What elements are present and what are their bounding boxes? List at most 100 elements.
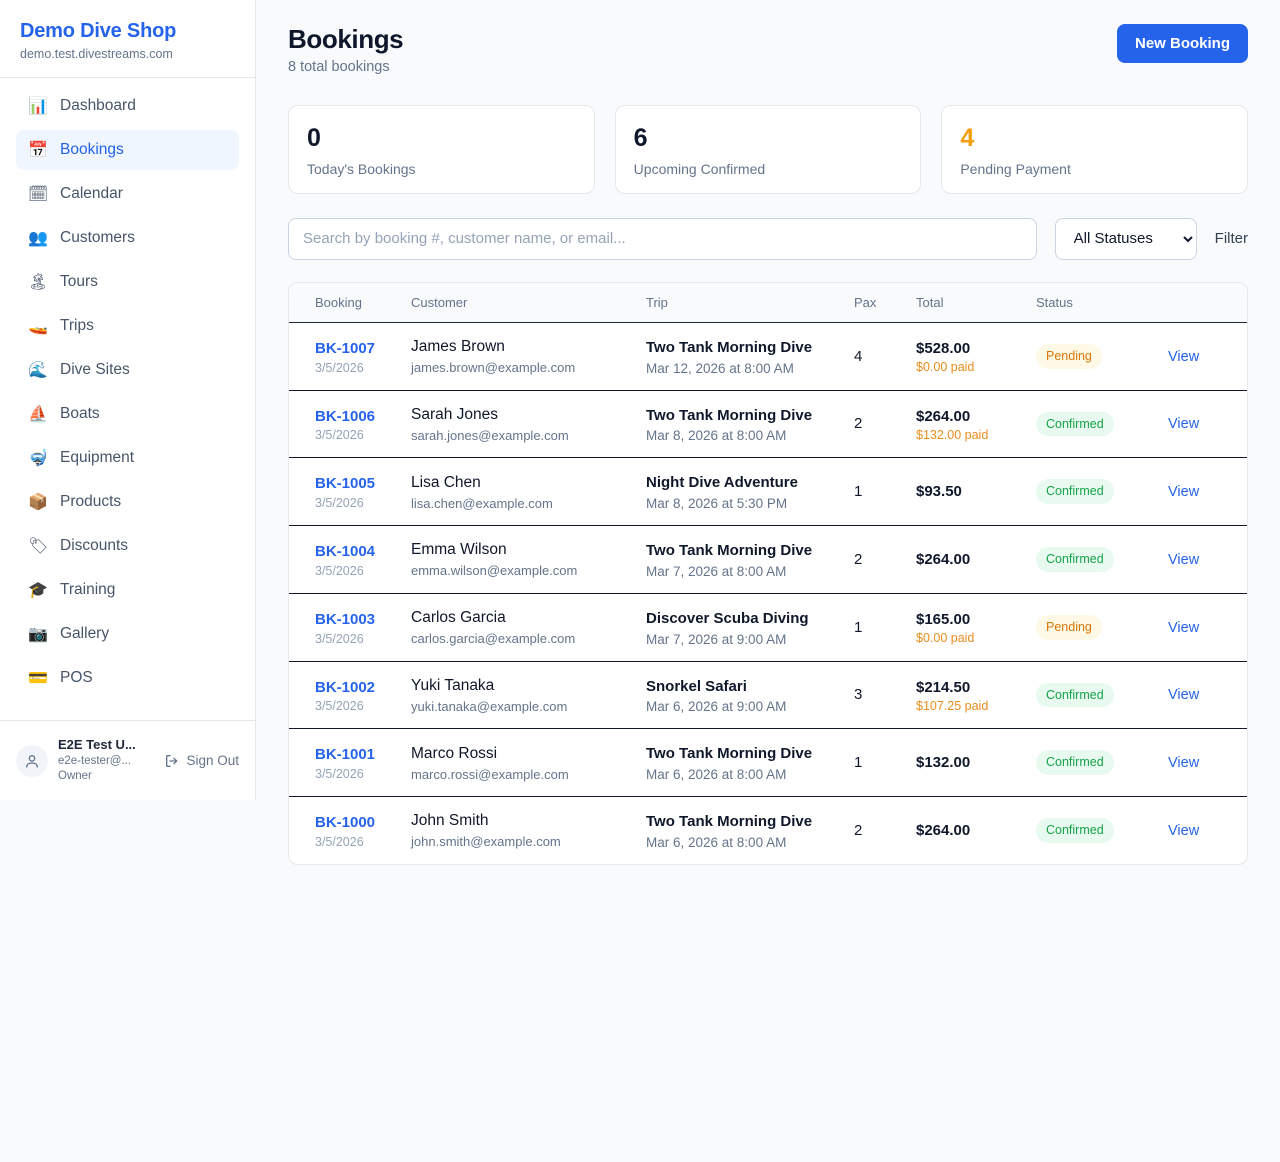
sidebar-item-label: Dashboard xyxy=(60,97,136,114)
view-link[interactable]: View xyxy=(1168,416,1200,433)
booking-date: 3/5/2026 xyxy=(315,496,364,510)
pax-count: 1 xyxy=(854,618,863,636)
booking-id-link[interactable]: BK-1002 xyxy=(315,678,376,696)
status-filter-select[interactable]: All StatusesPendingConfirmedCancelledCom… xyxy=(1054,217,1197,260)
pax-count: 4 xyxy=(854,347,863,365)
cell-status: Confirmed xyxy=(1026,525,1158,594)
booking-id-link[interactable]: BK-1007 xyxy=(315,339,376,357)
user-box: E2E Test U... e2e-tester@... Owner Sign … xyxy=(0,720,255,800)
booking-id-link[interactable]: BK-1005 xyxy=(315,475,376,493)
cell-pax: 2 xyxy=(844,525,906,594)
trip-name: Two Tank Morning Dive xyxy=(646,542,813,559)
cell-pax: 1 xyxy=(844,728,906,797)
booking-id-link[interactable]: BK-1006 xyxy=(315,407,376,425)
stat-value: 0 xyxy=(307,124,321,152)
user-icon xyxy=(26,754,38,768)
cell-total: $165.00 $0.00 paid xyxy=(906,593,1026,662)
sidebar-item-products[interactable]: 📦 Products xyxy=(16,482,239,522)
cell-trip: Two Tank Morning Dive Mar 6, 2026 at 8:00… xyxy=(636,797,844,864)
view-link[interactable]: View xyxy=(1168,348,1200,365)
cell-customer: Sarah Jones sarah.jones@example.com xyxy=(401,390,636,459)
customer-email: carlos.garcia@example.com xyxy=(411,631,576,647)
sidebar-item-calendar[interactable]: 🗓 Calendar xyxy=(16,174,239,214)
view-link[interactable]: View xyxy=(1168,484,1200,501)
total-amount: $214.50 xyxy=(916,678,971,696)
cell-total: $132.00 xyxy=(906,728,1026,797)
cell-action: View xyxy=(1158,593,1247,662)
customer-name: John Smith xyxy=(411,812,489,830)
sidebar-item-customers[interactable]: 👥 Customers xyxy=(16,218,239,258)
booking-date: 3/5/2026 xyxy=(315,631,364,646)
stat-label: Pending Payment xyxy=(960,160,1071,177)
search-input[interactable] xyxy=(288,217,1037,260)
sidebar-item-discounts[interactable]: 🏷 Discounts xyxy=(16,526,239,566)
sign-out-button[interactable]: Sign Out xyxy=(164,753,239,769)
customer-name: Lisa Chen xyxy=(411,473,481,491)
speedboat-icon: 🚤 xyxy=(28,316,48,335)
booking-id-link[interactable]: BK-1004 xyxy=(315,543,376,560)
booking-date: 3/5/2026 xyxy=(315,360,364,375)
cell-total: $214.50 $107.25 paid xyxy=(906,661,1026,730)
view-link[interactable]: View xyxy=(1168,551,1200,568)
booking-id-link[interactable]: BK-1003 xyxy=(315,610,376,628)
sidebar-item-label: Trips xyxy=(60,317,94,334)
column-header-total: Total xyxy=(906,282,1026,323)
sidebar-item-training[interactable]: 🎓 Training xyxy=(16,570,239,610)
new-booking-button[interactable]: New Booking xyxy=(1116,24,1248,63)
booking-id-link[interactable]: BK-1000 xyxy=(315,814,376,831)
trip-datetime: Mar 12, 2026 at 8:00 AM xyxy=(646,360,794,376)
cell-total: $528.00 $0.00 paid xyxy=(906,322,1026,391)
cell-action: View xyxy=(1158,728,1247,797)
customer-email: lisa.chen@example.com xyxy=(411,495,553,511)
sidebar-item-label: Boats xyxy=(60,405,100,422)
sidebar-item-tours[interactable]: 🏝 Tours xyxy=(16,262,239,302)
trip-datetime: Mar 6, 2026 at 8:00 AM xyxy=(646,834,787,850)
column-header-trip: Trip xyxy=(636,282,844,323)
table-row: BK-1007 3/5/2026 James Brown james.brown@ex… xyxy=(289,322,1247,391)
amount-paid: $0.00 paid xyxy=(916,631,975,646)
sidebar-item-equipment[interactable]: 🤿 Equipment xyxy=(16,438,239,478)
cell-booking: BK-1001 3/5/2026 xyxy=(289,728,401,797)
sidebar-item-dive-sites[interactable]: 🌊 Dive Sites xyxy=(16,350,239,390)
view-link[interactable]: View xyxy=(1168,619,1200,636)
sidebar-item-label: Equipment xyxy=(60,449,135,466)
amount-paid: $132.00 paid xyxy=(916,427,989,442)
status-badge: Pending xyxy=(1036,343,1102,369)
status-badge: Confirmed xyxy=(1036,818,1114,843)
sidebar-item-boats[interactable]: ⛵ Boats xyxy=(16,394,239,434)
stat-card-upcoming-confirmed: 6 Upcoming Confirmed xyxy=(614,105,922,194)
pax-count: 2 xyxy=(854,415,863,433)
stat-label: Today's Bookings xyxy=(307,160,416,177)
stat-card-pending-payment: 4 Pending Payment xyxy=(941,105,1249,194)
table-head: Booking Customer Trip Pax Total Status xyxy=(289,282,1247,323)
cell-action: View xyxy=(1158,525,1247,594)
booking-id-link[interactable]: BK-1001 xyxy=(315,746,376,764)
cell-customer: James Brown james.brown@example.com xyxy=(401,322,636,391)
sidebar-item-label: POS xyxy=(60,669,93,686)
sidebar-item-bookings[interactable]: 📅 Bookings xyxy=(16,130,239,170)
credit-card-icon: 💳 xyxy=(28,668,48,687)
page-subtitle: 8 total bookings xyxy=(288,59,390,75)
view-link[interactable]: View xyxy=(1168,822,1200,839)
cell-booking: BK-1006 3/5/2026 xyxy=(289,390,401,459)
cell-status: Confirmed xyxy=(1026,728,1158,797)
filter-button[interactable]: Filter xyxy=(1214,230,1248,248)
view-link[interactable]: View xyxy=(1168,755,1200,772)
sidebar-item-gallery[interactable]: 📷 Gallery xyxy=(16,614,239,654)
cell-trip: Two Tank Morning Dive Mar 8, 2026 at 8:00… xyxy=(636,390,844,459)
tag-icon: 🏷 xyxy=(28,536,49,555)
status-badge: Confirmed xyxy=(1036,411,1114,437)
cell-status: Confirmed xyxy=(1026,661,1158,730)
trip-datetime: Mar 6, 2026 at 8:00 AM xyxy=(646,767,787,782)
booking-date: 3/5/2026 xyxy=(315,699,364,714)
cell-booking: BK-1002 3/5/2026 xyxy=(289,661,401,730)
graduation-cap-icon: 🎓 xyxy=(28,580,48,599)
sidebar-item-pos[interactable]: 💳 POS xyxy=(16,658,239,698)
sidebar-item-dashboard[interactable]: 📊 Dashboard xyxy=(16,86,239,126)
sidebar-item-trips[interactable]: 🚤 Trips xyxy=(16,306,239,346)
brand-block: Demo Dive Shop demo.test.divestreams.com xyxy=(0,0,255,78)
cell-pax: 2 xyxy=(844,390,906,459)
sidebar-item-label: Tours xyxy=(60,273,98,290)
brand-domain: demo.test.divestreams.com xyxy=(20,47,173,61)
view-link[interactable]: View xyxy=(1168,687,1200,704)
